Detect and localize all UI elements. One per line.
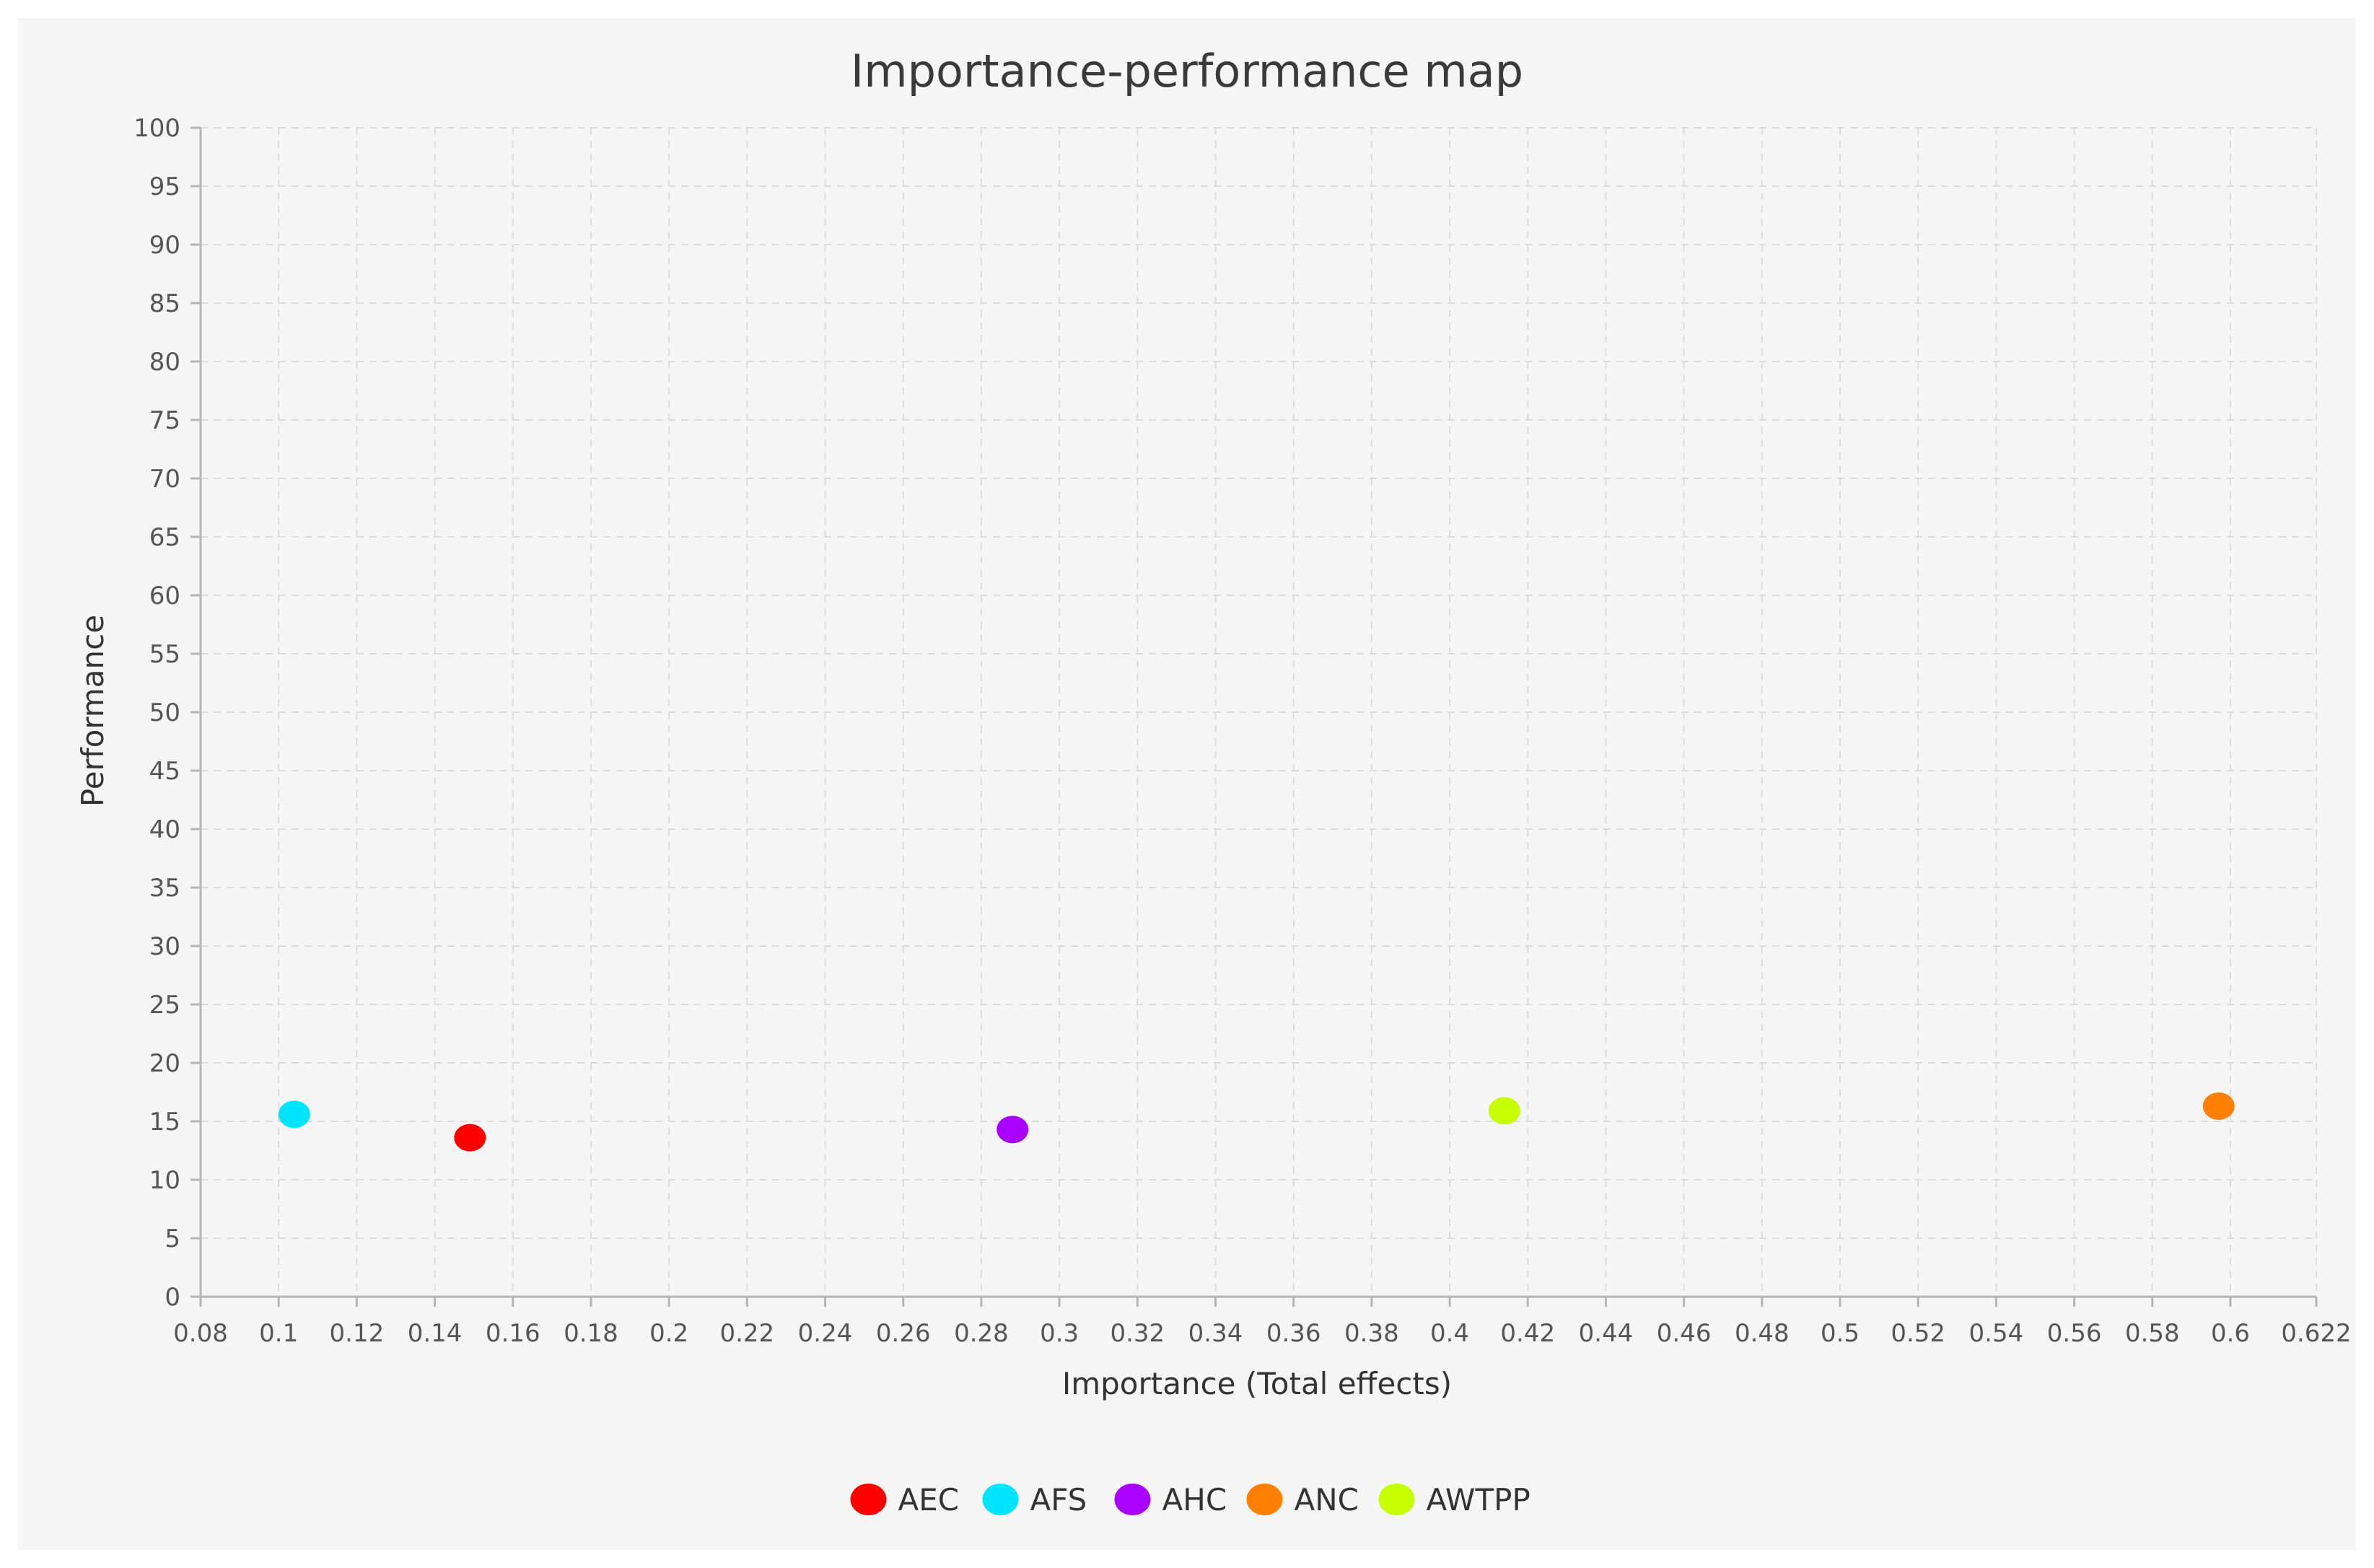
x-tick-label: 0.26 [876,1319,931,1348]
y-tick-label: 25 [149,991,180,1020]
legend-item-aec[interactable]: AEC [850,1482,960,1517]
x-tick-label: 0.28 [954,1319,1009,1348]
data-point-awtpp[interactable] [1488,1097,1520,1125]
y-tick-label: 75 [149,406,180,435]
data-point-aec[interactable] [454,1124,486,1152]
legend-label: AFS [1030,1482,1087,1517]
legend-marker [1246,1484,1283,1515]
legend-item-awtpp[interactable]: AWTPP [1378,1482,1530,1517]
y-tick-label: 45 [149,757,180,786]
x-tick-label: 0.34 [1188,1319,1243,1348]
x-tick-label: 0.36 [1266,1319,1321,1348]
y-tick-label: 0 [165,1283,180,1312]
legend: AEC AFS AHC ANC AWTPP [850,1482,1530,1517]
x-tick-label: 0.3 [1040,1319,1079,1348]
y-ticks: 0 5 10 15 20 25 30 35 40 45 50 55 60 65 70 75 80 85 90 95 10… [133,114,201,1312]
chart-panel [18,18,2356,1550]
y-tick-label: 85 [149,289,180,318]
legend-marker [1114,1484,1151,1515]
y-tick-label: 5 [165,1225,180,1253]
y-tick-label: 55 [149,640,180,669]
y-tick-label: 30 [149,932,180,961]
y-tick-label: 50 [149,698,180,727]
x-tick-label: 0.32 [1110,1319,1165,1348]
x-tick-label: 0.46 [1657,1319,1712,1348]
x-tick-label: 0.18 [564,1319,618,1348]
y-tick-label: 10 [149,1166,180,1195]
data-points [278,1092,2235,1152]
y-tick-label: 20 [149,1049,180,1078]
x-tick-label: 0.08 [173,1319,228,1348]
y-tick-label: 80 [149,348,180,377]
data-point-anc[interactable] [2202,1092,2235,1120]
y-tick-label: 95 [149,172,180,201]
legend-item-afs[interactable]: AFS [982,1482,1087,1517]
x-tick-label: 0.5 [1821,1319,1860,1348]
legend-marker [982,1484,1019,1515]
y-tick-label: 90 [149,231,180,260]
x-tick-label: 0.2 [649,1319,688,1348]
legend-label: AEC [898,1482,960,1517]
x-tick-label: 0.24 [798,1319,853,1348]
legend-label: ANC [1295,1482,1359,1517]
x-ticks: 0.08 0.1 0.12 0.14 0.16 0.18 0.2 0.22 0.24 0.26 0.… [173,1297,2352,1348]
x-axis-title: Importance (Total effects) [1062,1366,1452,1401]
data-point-afs[interactable] [278,1100,310,1129]
legend-item-anc[interactable]: ANC [1246,1482,1359,1517]
x-tick-label: 0.54 [1969,1319,2024,1348]
x-tick-label: 0.38 [1344,1319,1399,1348]
x-tick-label: 0.12 [330,1319,385,1348]
x-tick-label: 0.42 [1500,1319,1555,1348]
x-tick-label: 0.16 [486,1319,540,1348]
chart-title: Importance-performance map [851,45,1523,97]
y-tick-label: 35 [149,874,180,903]
x-tick-label: 0.48 [1735,1319,1790,1348]
y-tick-label: 15 [149,1108,180,1136]
legend-marker [850,1484,887,1515]
x-tick-label: 0.14 [408,1319,463,1348]
x-tick-label: 0.22 [719,1319,774,1348]
legend-marker [1378,1484,1415,1515]
x-tick-label: 0.44 [1579,1319,1634,1348]
y-tick-label: 100 [133,114,180,143]
legend-label: AWTPP [1427,1482,1530,1517]
legend-label: AHC [1162,1482,1227,1517]
x-tick-label: 0.58 [2125,1319,2180,1348]
y-tick-label: 70 [149,465,180,494]
x-tick-label: 0.52 [1891,1319,1945,1348]
x-tick-label: 0.1 [259,1319,298,1348]
y-tick-label: 40 [149,815,180,844]
y-axis-title: Performance [75,615,110,807]
x-tick-label: 0.622 [2281,1319,2351,1348]
x-tick-label: 0.56 [2047,1319,2102,1348]
x-tick-label: 0.4 [1430,1319,1469,1348]
data-point-ahc[interactable] [997,1116,1029,1144]
y-tick-label: 60 [149,582,180,610]
grid [201,127,2317,1297]
x-tick-label: 0.6 [2211,1319,2250,1348]
y-tick-label: 65 [149,523,180,552]
legend-item-ahc[interactable]: AHC [1114,1482,1227,1517]
